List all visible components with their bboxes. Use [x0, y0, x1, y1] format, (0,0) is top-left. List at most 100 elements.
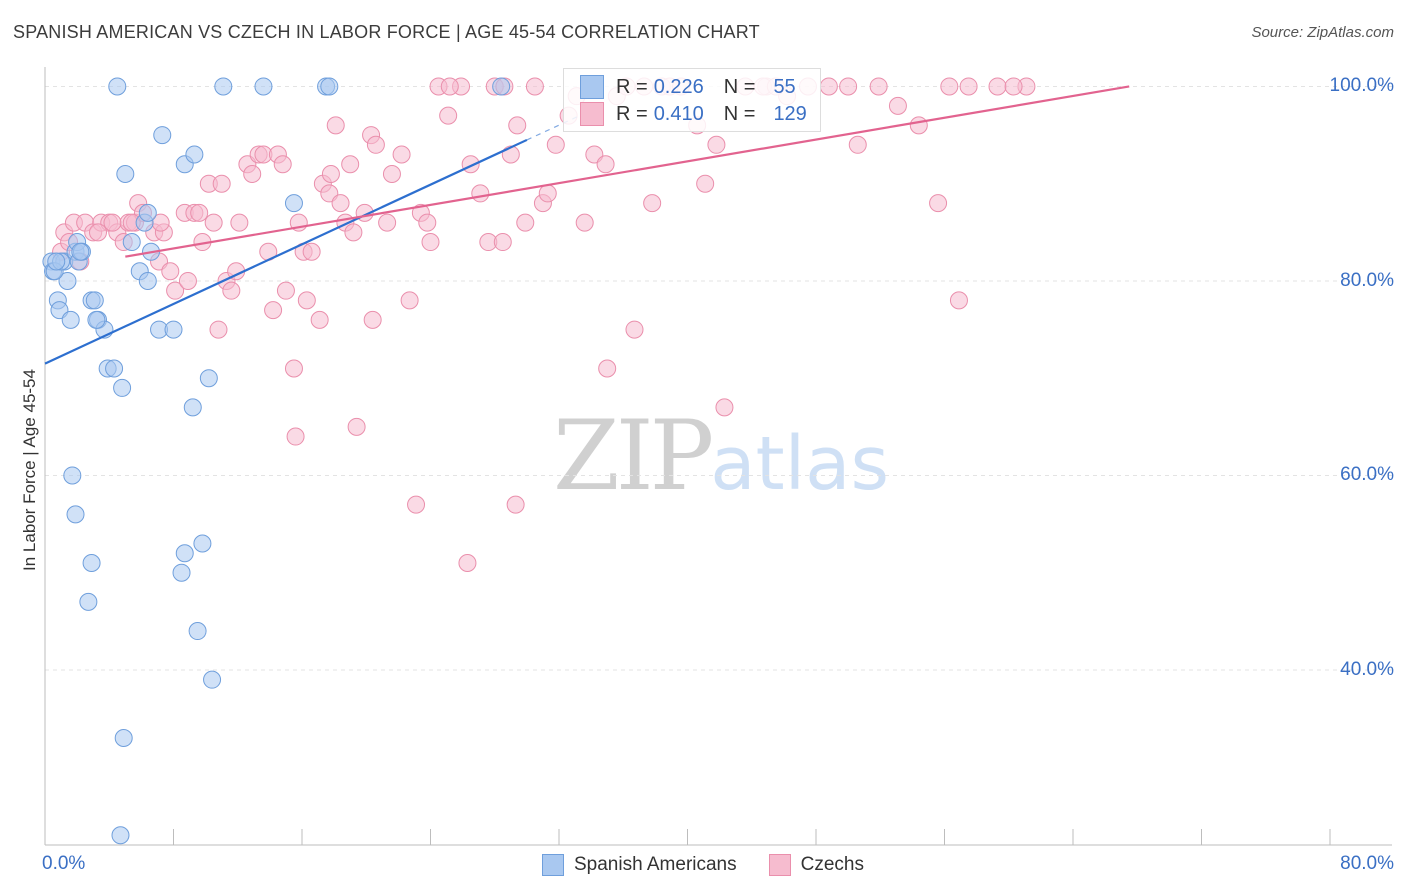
czechs-point-74 — [508, 116, 527, 135]
czechs-point-59 — [382, 164, 401, 183]
spanish-americans-point-54 — [87, 310, 106, 329]
czechs-point-108 — [940, 77, 959, 96]
czechs-point-41 — [284, 359, 303, 378]
spanish-americans-point-49 — [111, 826, 130, 845]
blue-r-label: R = — [616, 75, 648, 98]
spanish-americans-point-17 — [108, 77, 127, 96]
legend-item-czechs[interactable]: Czechs — [768, 854, 864, 876]
czechs-point-118 — [506, 495, 525, 514]
czechs-point-66 — [439, 106, 458, 125]
legend-item-spanish-americans[interactable]: Spanish Americans — [541, 854, 737, 876]
czechs-point-39 — [273, 155, 292, 174]
czechs-point-75 — [516, 213, 535, 232]
czechs-point-18 — [161, 262, 180, 281]
czechs-point-78 — [538, 184, 557, 203]
czechs-point-50 — [326, 116, 345, 135]
czechs-point-101 — [819, 77, 838, 96]
czechs-point-120 — [178, 271, 197, 290]
czechs-point-72 — [493, 233, 512, 252]
czechs-point-44 — [297, 291, 316, 310]
blue-r-value: 0.226 — [653, 75, 704, 98]
pink-n-value: 129 — [773, 102, 807, 125]
y-tick-label-40: 40.0% — [1340, 658, 1394, 680]
spanish-americans-point-45 — [188, 622, 207, 641]
spanish-americans-point-12 — [85, 291, 104, 310]
spanish-americans-point-28 — [164, 320, 183, 339]
spanish-americans-point-18 — [113, 378, 132, 397]
czechs-point-19 — [166, 281, 185, 300]
spanish-americans-point-16 — [105, 359, 124, 378]
czechs-point-125 — [440, 77, 459, 96]
czechs-point-89 — [643, 194, 662, 213]
spanish-americans-point-41 — [82, 553, 101, 572]
czechs-point-69 — [471, 184, 490, 203]
source-credit: Source: ZipAtlas.com — [1251, 24, 1394, 41]
czechs-point-116 — [286, 427, 305, 446]
spanish-americans-point-33 — [214, 77, 233, 96]
chart-title: SPANISH AMERICAN VS CZECH IN LABOR FORCE… — [13, 22, 760, 42]
czechs-point-129 — [1004, 77, 1023, 96]
spanish-americans-point-48 — [114, 729, 133, 748]
spanish-americans-trend-line — [44, 138, 528, 365]
spanish-americans-point-27 — [153, 126, 172, 145]
czechs-point-111 — [988, 77, 1007, 96]
czechs-point-57 — [366, 135, 385, 154]
spanish-americans-point-20 — [122, 233, 141, 252]
czechs-point-31 — [230, 213, 249, 232]
czechs-point-64 — [421, 233, 440, 252]
spanish-americans-point-40 — [66, 505, 85, 524]
legend-swatch-blue — [541, 854, 564, 876]
czechs-point-58 — [378, 213, 397, 232]
spanish-americans-point-32 — [199, 369, 218, 388]
spanish-americans-point-43 — [172, 563, 191, 582]
czechs-point-107 — [929, 194, 948, 213]
czechs-point-76 — [525, 77, 544, 96]
czechs-point-113 — [598, 359, 617, 378]
czechs-point-49 — [321, 164, 340, 183]
czechs-point-82 — [575, 213, 594, 232]
czechs-point-29 — [222, 281, 241, 300]
x-tick-label-min: 0.0% — [42, 853, 86, 874]
czechs-point-27 — [212, 174, 231, 193]
spanish-americans-point-47 — [203, 670, 222, 689]
legend: Spanish Americans Czechs — [0, 852, 1406, 878]
czechs-point-103 — [848, 135, 867, 154]
czechs-point-114 — [458, 553, 477, 572]
spanish-americans-point-39 — [63, 466, 82, 485]
legend-label-spanish-americans: Spanish Americans — [573, 854, 737, 875]
legend-label-czechs: Czechs — [800, 854, 864, 875]
czechs-point-94 — [696, 174, 715, 193]
x-tick-label-max: 80.0% — [1340, 853, 1394, 874]
czechs-point-60 — [392, 145, 411, 164]
spanish-americans-point-53 — [71, 242, 90, 261]
czechs-point-122 — [89, 223, 108, 242]
czechs-point-110 — [959, 77, 978, 96]
spanish-americans-point-34 — [254, 77, 273, 96]
czechs-point-95 — [707, 135, 726, 154]
czechs-point-79 — [546, 135, 565, 154]
czechs-point-54 — [344, 223, 363, 242]
spanish-americans-point-6 — [61, 310, 80, 329]
czechs-point-102 — [839, 77, 858, 96]
spanish-americans-points — [42, 77, 511, 845]
czechs-trend-line — [125, 85, 1130, 258]
czechs-point-96 — [715, 398, 734, 417]
y-tick-label-80: 80.0% — [1340, 269, 1394, 291]
axes — [44, 67, 1392, 846]
spanish-americans-point-30 — [183, 398, 202, 417]
czechs-point-46 — [310, 310, 329, 329]
czechs-point-25 — [204, 213, 223, 232]
spanish-americans-point-24 — [138, 203, 157, 222]
spanish-americans-point-31 — [185, 145, 204, 164]
spanish-americans-point-38 — [492, 77, 511, 96]
czechs-point-51 — [331, 194, 350, 213]
pink-r-label: R = — [616, 102, 648, 125]
stats-box: R = 0.226 N = 55 R = 0.410 N = 129 — [563, 68, 821, 132]
blue-n-label: N = — [723, 75, 756, 98]
czechs-point-104 — [869, 77, 888, 96]
czechs-point-40 — [276, 281, 295, 300]
legend-swatch-pink — [768, 854, 791, 876]
y-tick-label-100: 100.0% — [1329, 75, 1394, 97]
blue-n-value: 55 — [773, 75, 796, 98]
